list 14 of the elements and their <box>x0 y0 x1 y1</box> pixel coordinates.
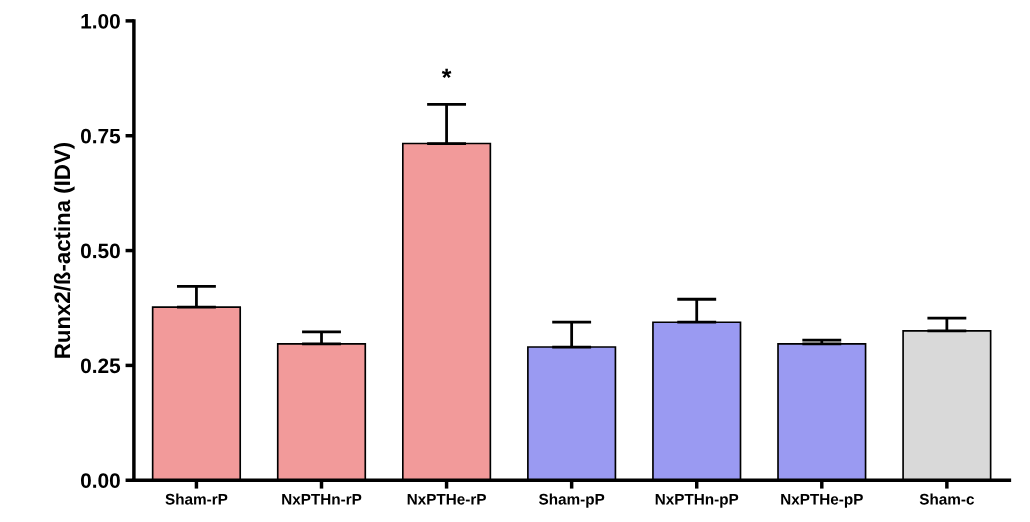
x-tick-label: NxPTHn-rP <box>282 494 362 505</box>
y-tick-label: 0.50 <box>80 243 120 259</box>
annotation: * <box>441 68 452 79</box>
x-tick-label: NxPTHe-rP <box>407 494 486 505</box>
y-tick-label: 0.00 <box>80 473 120 488</box>
y-tick-label: 1.00 <box>81 13 120 29</box>
y-tick-label: 0.75 <box>80 128 121 144</box>
y-tick-label: 0.25 <box>80 358 121 374</box>
x-tick-label: NxPTHn-pP <box>655 494 739 508</box>
x-tick-label: Sham-pP <box>538 493 605 508</box>
x-tick-label: NxPTHe-pP <box>781 494 863 508</box>
x-tick-label: Sham-rP <box>165 493 228 505</box>
x-tick-label: Sham-c <box>919 493 975 505</box>
y-axis-title: Runx2/ß-actina (IDV) <box>53 143 75 358</box>
